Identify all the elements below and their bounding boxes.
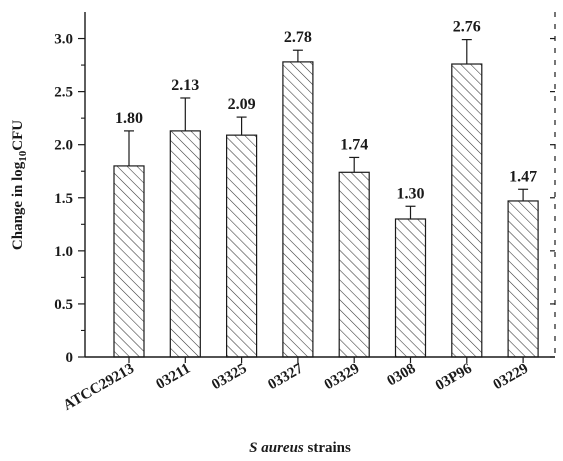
bar-ATCC29213 bbox=[113, 165, 145, 358]
x-tick-label-03229: 03229 bbox=[491, 361, 531, 394]
bar-03211 bbox=[169, 130, 201, 358]
bar-0308 bbox=[394, 218, 427, 358]
y-tick-label: 0.5 bbox=[54, 297, 73, 313]
axes-group bbox=[78, 12, 556, 363]
value-label-ATCC29213: 1.80 bbox=[115, 110, 143, 127]
bar-03325 bbox=[226, 134, 258, 358]
value-label-03329: 1.74 bbox=[340, 136, 368, 153]
bar-03229 bbox=[507, 200, 539, 358]
x-axis-title: S aureus strains bbox=[249, 440, 351, 456]
x-tick-label-0308: 0308 bbox=[385, 361, 419, 390]
x-tick-label-03P96: 03P96 bbox=[433, 360, 475, 394]
value-label-03327: 2.78 bbox=[284, 29, 312, 46]
y-axis-title: Change in log10CFU bbox=[10, 120, 29, 250]
x-tick-label-03327: 03327 bbox=[265, 360, 306, 393]
y-tick-label: 1.0 bbox=[54, 244, 73, 260]
value-label-03325: 2.09 bbox=[228, 96, 256, 113]
x-tick-label-03329: 03329 bbox=[322, 361, 362, 394]
x-tick-label-03211: 03211 bbox=[154, 361, 194, 393]
value-label-0308: 1.30 bbox=[397, 185, 425, 202]
x-tick-label-03325: 03325 bbox=[209, 361, 249, 394]
value-label-03211: 2.13 bbox=[171, 77, 199, 94]
bar-03327 bbox=[282, 61, 314, 358]
bar-03329 bbox=[338, 171, 370, 358]
y-tick-label: 2.5 bbox=[54, 85, 73, 101]
y-tick-label: 0 bbox=[66, 350, 74, 366]
value-label-03P96: 2.76 bbox=[453, 19, 481, 36]
y-tick-label: 1.5 bbox=[54, 191, 73, 207]
error-bars-group bbox=[124, 38, 529, 219]
bar-03P96 bbox=[451, 63, 483, 358]
y-tick-label: 2.0 bbox=[54, 138, 73, 154]
bars-group bbox=[113, 61, 539, 358]
y-tick-label: 3.0 bbox=[54, 32, 73, 48]
value-label-03229: 1.47 bbox=[509, 168, 537, 185]
x-tick-label-ATCC29213: ATCC29213 bbox=[61, 361, 137, 414]
